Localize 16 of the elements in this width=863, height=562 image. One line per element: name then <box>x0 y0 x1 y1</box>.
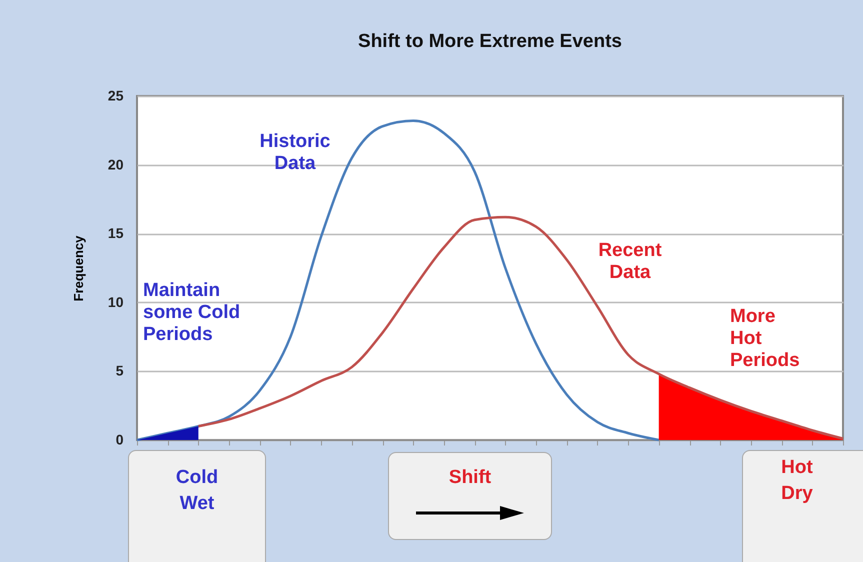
annotation: More Hot Periods <box>730 306 801 372</box>
y-tick-label: 20 <box>108 156 124 172</box>
y-tick-label: 5 <box>116 362 124 379</box>
y-tick-label: 15 <box>108 225 124 242</box>
y-tick-label: 25 <box>108 88 124 104</box>
series-label: Recent Data <box>597 240 663 284</box>
series-label: Historic Data <box>258 131 332 175</box>
label-box: Hot Dry <box>742 450 863 562</box>
y-tick-label: 10 <box>108 294 124 310</box>
annotation: Maintain some Cold Periods <box>143 280 242 346</box>
label-box: Cold Wet <box>128 450 266 562</box>
chart-title: Shift to More Extreme Events <box>358 31 622 52</box>
y-axis-title: Frequency <box>70 234 86 302</box>
label-box: Shift <box>388 452 552 540</box>
y-tick-label: 0 <box>116 432 124 448</box>
line-series <box>136 120 660 442</box>
